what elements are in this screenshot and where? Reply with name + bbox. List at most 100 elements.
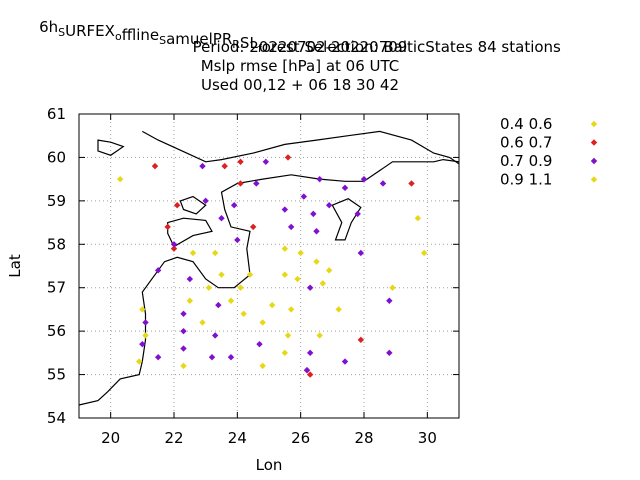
- data-point-series-2: [306, 371, 314, 378]
- y-tick-label: 55: [47, 366, 66, 384]
- island-hiiumaa: [179, 195, 207, 215]
- data-point-series-1: [246, 271, 254, 278]
- data-point-series-1: [268, 301, 276, 309]
- data-point-series-3: [306, 284, 314, 291]
- plot-frame: [78, 113, 460, 419]
- data-point-series-3: [262, 158, 270, 165]
- x-tick-label: 30: [418, 429, 437, 447]
- data-point-series-3: [256, 340, 263, 348]
- data-point-series-3: [170, 241, 178, 248]
- data-point-series-2: [357, 336, 365, 344]
- data-point-series-3: [360, 175, 368, 183]
- lake-peipus: [331, 198, 362, 241]
- data-point-series-2: [173, 202, 181, 209]
- data-point-series-1: [259, 362, 266, 370]
- data-point-series-3: [180, 310, 187, 317]
- data-point-series-3: [281, 206, 289, 213]
- data-point-series-3: [180, 345, 187, 352]
- data-point-series-1: [281, 245, 289, 252]
- data-point-series-2: [249, 223, 257, 231]
- data-point-series-3: [300, 193, 308, 200]
- data-point-series-3: [202, 197, 209, 205]
- data-point-series-3: [341, 358, 349, 365]
- data-point-series-1: [240, 310, 247, 317]
- chart-title-line-4: Used 00,12 + 06 18 30 42: [201, 76, 399, 94]
- data-point-series-3: [211, 332, 219, 339]
- legend-marker-2: [590, 139, 598, 146]
- y-tick-label: 60: [47, 148, 66, 166]
- data-point-series-1: [287, 306, 295, 313]
- island-aland: [97, 139, 125, 156]
- data-point-series-3: [357, 249, 365, 257]
- data-point-series-1: [294, 275, 301, 283]
- island-saaremaa: [167, 217, 213, 248]
- data-point-series-1: [237, 284, 244, 291]
- data-point-series-1: [335, 306, 342, 313]
- data-point-series-3: [386, 297, 393, 304]
- data-point-series-1: [218, 271, 225, 278]
- legend-marker-1: [590, 120, 598, 128]
- x-tick-label: 20: [101, 429, 120, 447]
- data-point-series-3: [218, 215, 225, 222]
- data-point-series-3: [313, 228, 320, 235]
- data-point-series-3: [154, 354, 162, 361]
- data-point-series-2: [237, 180, 244, 187]
- data-point-series-3: [310, 210, 317, 218]
- data-point-series-1: [116, 175, 124, 183]
- y-tick-label: 57: [47, 279, 66, 297]
- data-point-series-1: [281, 349, 289, 357]
- data-point-series-3: [341, 184, 349, 192]
- data-point-series-3: [253, 180, 260, 187]
- data-point-series-1: [319, 280, 327, 287]
- data-point-series-1: [281, 271, 289, 278]
- data-point-series-1: [135, 358, 143, 365]
- legend-label-4: 0.9 1.1: [500, 171, 552, 189]
- legend-label-3: 0.7 0.9: [500, 152, 552, 170]
- x-tick-label: 22: [164, 429, 183, 447]
- data-point-series-1: [227, 297, 235, 304]
- coastline-mainland: [78, 158, 460, 406]
- y-tick-label: 58: [47, 235, 66, 253]
- x-tick-label: 28: [354, 429, 373, 447]
- data-point-series-3: [186, 275, 194, 283]
- data-point-series-3: [325, 202, 333, 209]
- data-point-series-1: [189, 249, 197, 257]
- data-point-series-3: [306, 349, 314, 357]
- coastline-finland: [142, 130, 460, 165]
- data-point-series-1: [259, 319, 266, 326]
- y-axis-title: Lat: [6, 254, 24, 278]
- data-point-series-1: [139, 306, 146, 313]
- data-point-series-1: [205, 284, 213, 291]
- legend-marker-4: [590, 176, 598, 183]
- data-point-series-1: [186, 297, 194, 304]
- data-point-series-3: [154, 267, 162, 274]
- data-point-series-1: [325, 267, 333, 274]
- data-point-series-3: [227, 354, 235, 361]
- legend-marker-3: [590, 157, 598, 165]
- data-point-series-3: [287, 223, 295, 231]
- y-tick-label: 54: [47, 409, 66, 427]
- chart-title-line-3: Mslp rmse [hPa] at 06 UTC: [201, 57, 400, 75]
- y-tick-label: 59: [47, 192, 66, 210]
- data-point-series-3: [215, 301, 222, 309]
- data-point-series-1: [142, 332, 149, 339]
- data-point-series-1: [180, 362, 187, 370]
- data-point-series-3: [230, 202, 238, 209]
- data-point-series-1: [414, 215, 422, 222]
- data-point-series-1: [420, 249, 428, 257]
- data-point-series-1: [389, 284, 396, 291]
- data-point-series-1: [297, 249, 304, 257]
- data-point-series-3: [208, 354, 216, 361]
- data-point-series-2: [221, 162, 228, 170]
- data-point-series-1: [284, 332, 292, 339]
- x-tick-label: 24: [228, 429, 247, 447]
- data-point-series-2: [237, 158, 244, 165]
- data-point-series-2: [170, 245, 178, 252]
- data-point-series-2: [164, 223, 171, 231]
- data-point-series-3: [142, 319, 149, 326]
- data-point-series-1: [316, 332, 323, 339]
- y-tick-label: 61: [47, 105, 66, 123]
- data-point-series-1: [211, 249, 219, 257]
- legend-label-2: 0.6 0.7: [500, 134, 552, 152]
